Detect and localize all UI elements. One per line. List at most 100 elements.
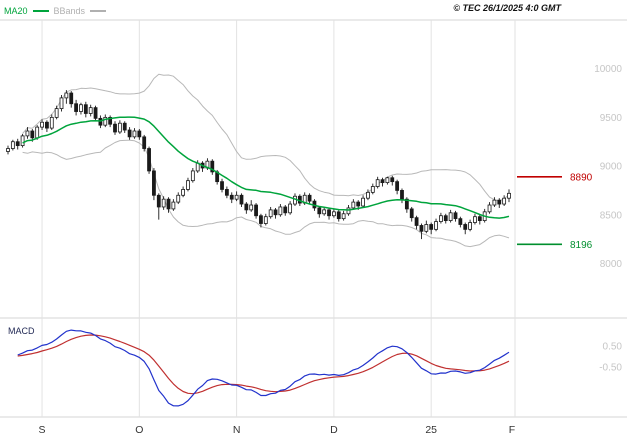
candle-body	[424, 224, 429, 232]
candle-body	[156, 194, 161, 208]
pivot-level-label: 8196	[570, 240, 593, 251]
chart-legend: MA20 BBands	[4, 3, 107, 19]
candle-body	[20, 135, 25, 147]
candle-body	[385, 177, 390, 184]
candle-body	[443, 215, 448, 221]
x-axis-label: F	[509, 424, 515, 436]
candle-body	[273, 209, 278, 216]
candle-body	[152, 170, 156, 196]
candle-body	[317, 207, 322, 215]
candle-body	[171, 201, 176, 210]
candle-body	[351, 201, 356, 209]
x-axis-label: D	[330, 424, 338, 436]
bollinger-bands-layer	[22, 73, 510, 248]
ma20-line-swatch	[32, 10, 49, 12]
candle-body	[103, 116, 108, 126]
candle-body	[25, 130, 30, 137]
x-axis-label: N	[233, 424, 241, 436]
candle-body	[244, 203, 249, 211]
candle-body	[419, 225, 424, 232]
candle-body	[492, 199, 497, 206]
y-tick-label: 8500	[600, 210, 623, 221]
candle-body	[341, 213, 346, 220]
candle-body	[453, 212, 458, 220]
candle-body	[176, 194, 181, 203]
bollinger-lower-band	[22, 139, 510, 248]
candle-body	[477, 216, 482, 221]
candle-body	[79, 104, 83, 112]
candle-body	[181, 189, 186, 196]
bbands-line-swatch	[90, 10, 107, 12]
ma20-layer	[22, 116, 510, 219]
candle-body	[366, 191, 370, 199]
candles-layer	[6, 90, 511, 240]
candle-body	[288, 203, 293, 214]
candle-body	[166, 198, 171, 210]
candle-body	[35, 126, 40, 139]
bollinger-upper-band	[22, 73, 510, 202]
candle-body	[268, 209, 273, 218]
candle-body	[414, 217, 419, 226]
candle-body	[98, 117, 103, 126]
candle-body	[210, 160, 215, 173]
candle-body	[122, 122, 127, 131]
candle-body	[331, 211, 336, 217]
candle-body	[259, 215, 263, 224]
y-tick-label: 8000	[600, 259, 623, 270]
candle-body	[249, 204, 254, 211]
candle-body	[74, 103, 78, 112]
y-tick-label: 9000	[600, 162, 623, 173]
candle-body	[93, 107, 98, 119]
candle-body	[361, 197, 365, 207]
candle-body	[497, 199, 502, 205]
candle-body	[429, 224, 434, 230]
candle-body	[161, 198, 166, 208]
candle-body	[327, 209, 331, 217]
candle-body	[434, 221, 438, 230]
candle-body	[254, 204, 258, 217]
candle-body	[239, 194, 244, 205]
candle-body	[186, 180, 190, 190]
candle-body	[108, 116, 113, 125]
candle-body	[336, 211, 341, 220]
candle-body	[147, 148, 151, 172]
candle-body	[49, 116, 54, 129]
macd-line	[17, 329, 510, 407]
candle-body	[15, 141, 20, 147]
candle-body	[190, 170, 195, 182]
candle-body	[404, 198, 409, 210]
candle-body	[468, 222, 472, 230]
macd-panel-title: MACD	[8, 326, 35, 336]
candle-body	[458, 218, 463, 225]
y-tick-label: 10000	[594, 64, 622, 75]
candle-body	[59, 97, 64, 110]
candle-body	[220, 181, 224, 190]
x-axis-label: S	[39, 424, 46, 436]
candle-body	[375, 179, 380, 187]
candle-body	[229, 194, 234, 200]
legend-bbands-label: BBands	[53, 6, 86, 16]
candle-body	[448, 212, 453, 221]
candle-body	[487, 204, 492, 213]
x-axis-label: O	[135, 424, 143, 436]
candle-body	[224, 189, 229, 196]
x-axis-label: 25	[425, 424, 437, 436]
candle-body	[142, 136, 147, 149]
candle-body	[380, 179, 385, 184]
candle-body	[473, 216, 477, 223]
candle-body	[409, 208, 414, 219]
candle-body	[64, 92, 69, 99]
candle-body	[127, 129, 132, 138]
candle-body	[113, 123, 117, 133]
legend-ma20-label: MA20	[4, 6, 28, 16]
copyright-text: © TEC 26/1/2025 4:0 GMT	[453, 3, 561, 13]
candle-body	[40, 121, 44, 128]
y-tick-label: 9500	[600, 113, 623, 124]
macd-signal-line	[17, 334, 510, 395]
candle-body	[370, 186, 375, 193]
candle-body	[69, 92, 74, 105]
candle-body	[463, 224, 468, 230]
candle-body	[88, 107, 93, 114]
